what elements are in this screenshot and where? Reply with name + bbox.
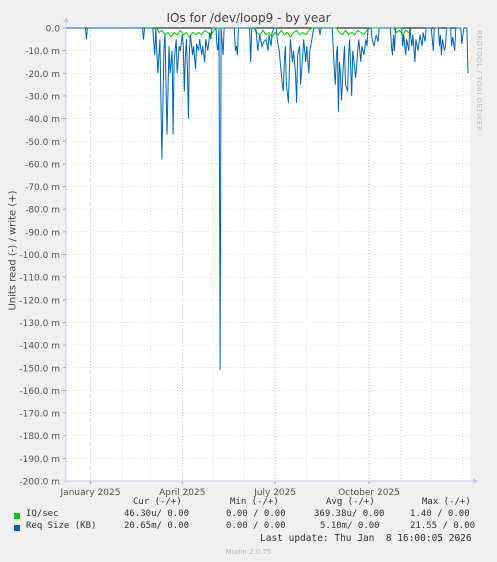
- y-axis-arrow: [63, 17, 69, 22]
- y-tick-label: -100.0 m: [19, 251, 60, 261]
- rrdtool-watermark: RRDTOOL / TOBI OETIKER: [475, 30, 483, 132]
- legend-cur-req-size: 20.65m/ 0.00: [124, 521, 190, 531]
- y-tick-label: -180.0 m: [19, 432, 60, 442]
- grid: [66, 27, 470, 482]
- y-tick-label: -170.0 m: [19, 410, 60, 420]
- legend-header-max: Max (-/+): [422, 497, 471, 507]
- y-tick-label: -50.0 m: [25, 138, 60, 148]
- y-tick-label: -190.0 m: [19, 455, 60, 465]
- x-tick-label: October 2025: [338, 488, 400, 498]
- legend-header-cur: Cur (-/+): [133, 497, 182, 507]
- y-tick-label: -120.0 m: [19, 296, 60, 306]
- y-tick-label: -40.0 m: [25, 115, 60, 125]
- legend-min-req-size: 0.00 / 0.00: [226, 521, 286, 531]
- legend-header-avg: Avg (-/+): [326, 497, 375, 507]
- x-tick-label: July 2025: [253, 488, 296, 498]
- last-update: Last update: Thu Jan 8 16:00:05 2026: [260, 533, 472, 544]
- series-line-io-sec: [156, 27, 413, 39]
- legend-avg-req-size: 5.10m/ 0.00: [320, 521, 380, 531]
- legend-max-req-size: 21.55 / 0.00: [410, 521, 476, 531]
- legend-avg-io-sec: 369.38u/ 0.00: [314, 509, 385, 519]
- y-tick-label: -60.0 m: [25, 160, 60, 170]
- y-tick-label: -160.0 m: [19, 387, 60, 397]
- y-tick-label: -80.0 m: [25, 206, 60, 216]
- x-tick-label: January 2025: [60, 488, 121, 498]
- tick-labels: 0.0 -10.0 m -20.0 m -30.0 m -40.0 m -50.0 m -6…: [19, 25, 400, 499]
- y-tick-label: -70.0 m: [25, 183, 60, 193]
- legend-swatch-io-sec: [14, 513, 20, 519]
- y-tick-label: 0.0: [46, 25, 61, 35]
- munin-version: Munin 2.0.75: [225, 548, 272, 556]
- y-axis-label: Units read (-) / write (+): [7, 190, 19, 311]
- series-layer: [66, 27, 469, 371]
- axes: [63, 17, 478, 484]
- legend-cur-io-sec: 46.30u/ 0.00: [124, 509, 190, 519]
- legend-label-io-sec: IO/sec: [26, 509, 59, 519]
- y-tick-label: -200.0 m: [19, 478, 60, 488]
- legend-max-io-sec: 1.40 / 0.00: [410, 509, 470, 519]
- y-tick-label: -30.0 m: [25, 92, 60, 102]
- y-tick-label: -10.0 m: [25, 47, 60, 57]
- x-axis-arrow: [473, 478, 478, 484]
- y-tick-label: -110.0 m: [19, 274, 60, 284]
- y-tick-label: -90.0 m: [25, 228, 60, 238]
- series-line-req-size-kb: [66, 27, 469, 371]
- legend-min-io-sec: 0.00 / 0.00: [226, 509, 286, 519]
- legend-header-min: Min (-/+): [230, 497, 279, 507]
- y-tick-label: -140.0 m: [19, 342, 60, 352]
- y-tick-label: -150.0 m: [19, 364, 60, 374]
- legend-swatch-req-size: [14, 525, 20, 531]
- y-tick-label: -130.0 m: [19, 319, 60, 329]
- legend-label-req-size: Req Size (KB): [26, 521, 97, 531]
- y-tick-label: -20.0 m: [25, 70, 60, 80]
- chart-title: IOs for /dev/loop9 - by year: [166, 11, 331, 25]
- x-tick-label: April 2025: [159, 488, 205, 498]
